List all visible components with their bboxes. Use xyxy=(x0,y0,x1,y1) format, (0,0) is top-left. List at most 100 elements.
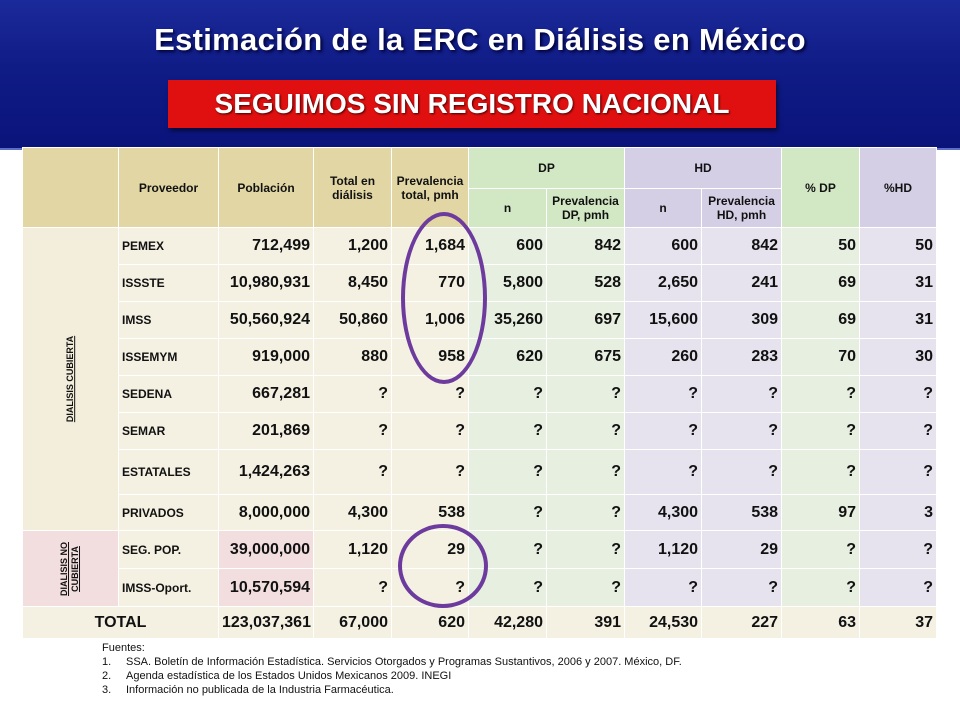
cell-poblacion: 8,000,000 xyxy=(218,494,314,531)
cell-dp-n: ? xyxy=(468,412,547,450)
cell-total: 50,860 xyxy=(313,301,392,339)
cell-total: ? xyxy=(313,412,392,450)
cell-pdp: ? xyxy=(781,412,861,450)
total-cell-hd-prev: 227 xyxy=(701,606,783,639)
total-cell-poblacion: 123,037,361 xyxy=(218,606,314,639)
total-row: TOTAL 123,037,361 67,000 620 42,280 391 24,530… xyxy=(22,606,938,639)
cell-poblacion: 919,000 xyxy=(218,338,314,376)
cell-dp-prev: ? xyxy=(545,530,626,569)
total-cell-prev: 620 xyxy=(391,606,469,639)
cell-phd: ? xyxy=(859,449,938,495)
cell-dp-n: ? xyxy=(468,375,547,413)
cell-prev: ? xyxy=(391,375,469,413)
cell-proveedor: SEDENA xyxy=(118,375,219,413)
cell-dp-n: ? xyxy=(468,494,547,531)
cell-phd: 31 xyxy=(859,264,938,302)
total-label: TOTAL xyxy=(22,606,219,639)
total-cell-total: 67,000 xyxy=(313,606,392,639)
cell-total: ? xyxy=(313,568,392,607)
cell-total: ? xyxy=(313,375,392,413)
cell-poblacion: 10,570,594 xyxy=(218,568,314,607)
table-row: SEDENA 667,281???????? xyxy=(23,375,938,413)
sources-footnote: Fuentes: 1. SSA. Boletín de Información E… xyxy=(102,641,862,697)
cell-prev: ? xyxy=(391,412,469,450)
source-number: 3. xyxy=(102,684,112,696)
slide-title: Estimación de la ERC en Diálisis en Méxi… xyxy=(154,22,806,57)
total-cell-phd: 37 xyxy=(859,606,938,639)
source-item: 1. SSA. Boletín de Información Estadístic… xyxy=(102,655,862,669)
total-cell-pdp: 63 xyxy=(781,606,861,639)
source-text: Información no publicada de la Industria… xyxy=(126,684,394,696)
cell-dp-prev: 528 xyxy=(545,264,626,302)
cell-dp-n: 620 xyxy=(468,338,547,376)
cell-phd: ? xyxy=(859,375,938,413)
cell-pdp: 50 xyxy=(781,227,861,265)
group-label-text: DIALISIS CUBIERTA xyxy=(65,335,76,423)
cell-total: 8,450 xyxy=(313,264,392,302)
highlight-circle-seg-pop xyxy=(398,524,488,608)
cell-dp-n: 600 xyxy=(468,227,547,265)
cell-phd: 30 xyxy=(859,338,938,376)
cell-hd-prev: 538 xyxy=(701,494,783,531)
header-pct-dp: % DP xyxy=(781,147,861,228)
cell-pdp: ? xyxy=(781,449,861,495)
cell-phd: 31 xyxy=(859,301,938,339)
cell-prev: 538 xyxy=(391,494,469,531)
cell-poblacion: 39,000,000 xyxy=(218,530,314,569)
cell-hd-n: 15,600 xyxy=(624,301,703,339)
cell-poblacion: 10,980,931 xyxy=(218,264,314,302)
source-item: 2. Agenda estadística de los Estados Unid… xyxy=(102,669,862,683)
cell-proveedor: ISSSTE xyxy=(118,264,219,302)
sources-label: Fuentes: xyxy=(102,642,145,654)
group-label-text: DIALISIS NO CUBIERTA xyxy=(59,541,81,595)
cell-dp-prev: ? xyxy=(545,568,626,607)
cell-total: 1,200 xyxy=(313,227,392,265)
cell-total: 4,300 xyxy=(313,494,392,531)
table-row: PRIVADOS 8,000,000 4,300 538?? 4,300 538 97 3 xyxy=(23,494,938,531)
header-pct-hd: %HD xyxy=(859,147,938,228)
group-label-line: CUBIERTA xyxy=(70,545,81,592)
cell-dp-prev: 675 xyxy=(545,338,626,376)
cell-hd-n: ? xyxy=(624,449,703,495)
total-cell-hd-n: 24,530 xyxy=(624,606,703,639)
cell-dp-n: ? xyxy=(468,449,547,495)
cell-hd-prev: ? xyxy=(701,449,783,495)
cell-proveedor: ESTATALES xyxy=(118,449,219,495)
cell-hd-prev: 241 xyxy=(701,264,783,302)
cell-pdp: 97 xyxy=(781,494,861,531)
cell-poblacion: 1,424,263 xyxy=(218,449,314,495)
cell-proveedor: SEG. POP. xyxy=(118,530,219,569)
header-dp-prevalencia: Prevalencia DP, pmh xyxy=(545,188,626,228)
total-cell-dp-n: 42,280 xyxy=(468,606,547,639)
header-hd-prevalencia: Prevalencia HD, pmh xyxy=(701,188,783,228)
header-hd: HD xyxy=(624,147,783,189)
header-dp: DP xyxy=(467,147,626,189)
header-dp-n: n xyxy=(468,188,547,228)
cell-proveedor: PEMEX xyxy=(118,227,219,265)
cell-hd-n: 260 xyxy=(624,338,703,376)
cell-pdp: ? xyxy=(781,530,861,569)
cell-phd: 50 xyxy=(859,227,938,265)
cell-proveedor: IMSS xyxy=(118,301,219,339)
cell-dp-prev: ? xyxy=(545,494,626,531)
header-proveedor: Proveedor xyxy=(118,147,219,228)
cell-poblacion: 201,869 xyxy=(218,412,314,450)
cell-pdp: ? xyxy=(781,375,861,413)
cell-proveedor: IMSS-Oport. xyxy=(118,568,219,607)
cell-dp-prev: ? xyxy=(545,449,626,495)
cell-hd-prev: ? xyxy=(701,568,783,607)
cell-phd: ? xyxy=(859,568,938,607)
cell-dp-prev: 842 xyxy=(545,227,626,265)
table-row: DIALISIS CUBIERTA PEMEX 712,499 1,200 1,684 6… xyxy=(22,227,938,531)
cell-dp-prev: ? xyxy=(545,375,626,413)
cell-total: 880 xyxy=(313,338,392,376)
table-row: SEMAR 201,869???????? xyxy=(23,412,938,450)
source-text: SSA. Boletín de Información Estadística.… xyxy=(126,656,682,668)
cell-hd-prev: 842 xyxy=(701,227,783,265)
cell-hd-n: 600 xyxy=(624,227,703,265)
group-label-line: DIALISIS NO xyxy=(59,541,70,596)
cell-pdp: 70 xyxy=(781,338,861,376)
table-row: IMSS-Oport. 10,570,594???????? xyxy=(23,568,938,607)
group-label-no-cubierta: DIALISIS NO CUBIERTA xyxy=(22,530,119,607)
cell-prev: ? xyxy=(391,449,469,495)
